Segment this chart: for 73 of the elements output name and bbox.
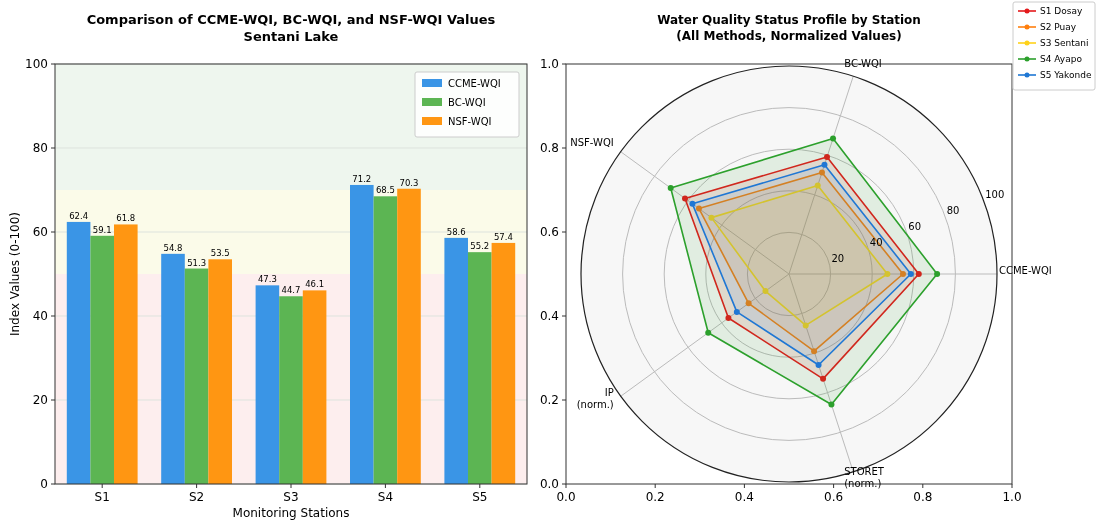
- bar: [468, 252, 492, 484]
- x-tick-label: 0.4: [734, 490, 754, 504]
- bar: [444, 237, 468, 484]
- x-tick-label: 1.0: [1002, 490, 1022, 504]
- bar: [373, 196, 398, 484]
- x-tick-label: S5: [472, 490, 488, 504]
- data-label: 68.5: [375, 185, 395, 196]
- chart-title: Comparison of CCME-WQI, BC-WQI, and NSF-WQI Values Sentani Lake: [86, 12, 496, 44]
- legend-label: S3 Sentani: [1040, 38, 1089, 49]
- data-label: 55.2: [470, 241, 490, 252]
- legend-label: S1 Dosay: [1040, 6, 1083, 17]
- data-label: 53.5: [210, 248, 230, 259]
- data-label: 51.3: [187, 257, 207, 268]
- y-tick-label: 1.0: [539, 57, 559, 72]
- y-axis-title: Index Values (0-100): [8, 211, 22, 337]
- data-label: 61.8: [116, 213, 136, 224]
- bar: [302, 290, 327, 484]
- bar: [491, 242, 516, 484]
- bar: [161, 253, 185, 484]
- legend-label: S2 Puay: [1040, 22, 1077, 33]
- legend-label: S5 Yakonde: [1040, 70, 1092, 81]
- bar: [114, 224, 138, 484]
- data-label: 57.4: [493, 231, 513, 242]
- y-tick-label: 40: [32, 309, 48, 324]
- text: Water Quality Status Profile by Station (All Methods, Normalized Values): [657, 13, 921, 43]
- y-tick-label: 80: [946, 204, 960, 216]
- data-label: 59.1: [92, 224, 112, 235]
- legend-label: S4 Ayapo: [1040, 54, 1083, 65]
- x-tick-label: 0.0: [556, 490, 576, 504]
- y-tick-label: 0.6: [539, 225, 559, 240]
- bar: [255, 285, 280, 484]
- y-tick-label: 100: [25, 57, 48, 72]
- y-tick-label: 100: [985, 188, 1005, 200]
- y-tick-label: 60: [32, 225, 48, 240]
- data-label: 70.3: [399, 177, 419, 188]
- x-tick-label: S4: [377, 490, 394, 504]
- legend-label: NSF-WQI: [448, 115, 492, 127]
- spoke-label: CCME-WQI: [999, 265, 1052, 276]
- bar: [397, 188, 421, 484]
- data-label: 44.7: [281, 285, 301, 296]
- data-label: 62.4: [69, 210, 89, 221]
- x-tick-label: S3: [283, 490, 299, 504]
- data-label: 71.2: [352, 173, 372, 184]
- y-tick-label: 0.2: [539, 393, 559, 408]
- bar: [350, 184, 374, 484]
- spoke-label: NSF-WQI: [570, 136, 614, 148]
- y-tick-label: 20: [831, 252, 845, 264]
- bar: [66, 221, 91, 484]
- data-label: 58.6: [446, 226, 466, 237]
- y-tick-label: 60: [908, 220, 922, 232]
- data-label: 54.8: [163, 242, 183, 253]
- y-tick-label: 0: [40, 477, 48, 492]
- y-tick-label: 0.0: [539, 477, 559, 492]
- y-tick-label: 20: [32, 393, 48, 408]
- y-tick-label: 0.8: [539, 141, 559, 156]
- bar: [90, 235, 114, 484]
- legend-label: CCME-WQI: [448, 77, 501, 89]
- bar: [184, 268, 209, 484]
- y-tick-label: 80: [32, 141, 48, 156]
- data-label: 46.1: [305, 279, 325, 290]
- x-tick-label: 0.6: [824, 490, 844, 504]
- y-tick-label: 0.4: [539, 309, 559, 324]
- spoke-label: IP (norm.): [576, 387, 614, 411]
- spoke-label: BC-WQI: [844, 57, 882, 69]
- bar: [279, 296, 303, 484]
- data-label: 47.3: [257, 274, 277, 285]
- x-tick-label: 0.8: [913, 490, 933, 504]
- x-tick-label: S1: [94, 490, 110, 504]
- x-axis-title: Monitoring Stations: [232, 506, 350, 520]
- legend-label: BC-WQI: [448, 96, 486, 108]
- bar: [208, 259, 232, 484]
- x-tick-label: S2: [188, 490, 205, 504]
- x-tick-label: 0.2: [645, 490, 665, 504]
